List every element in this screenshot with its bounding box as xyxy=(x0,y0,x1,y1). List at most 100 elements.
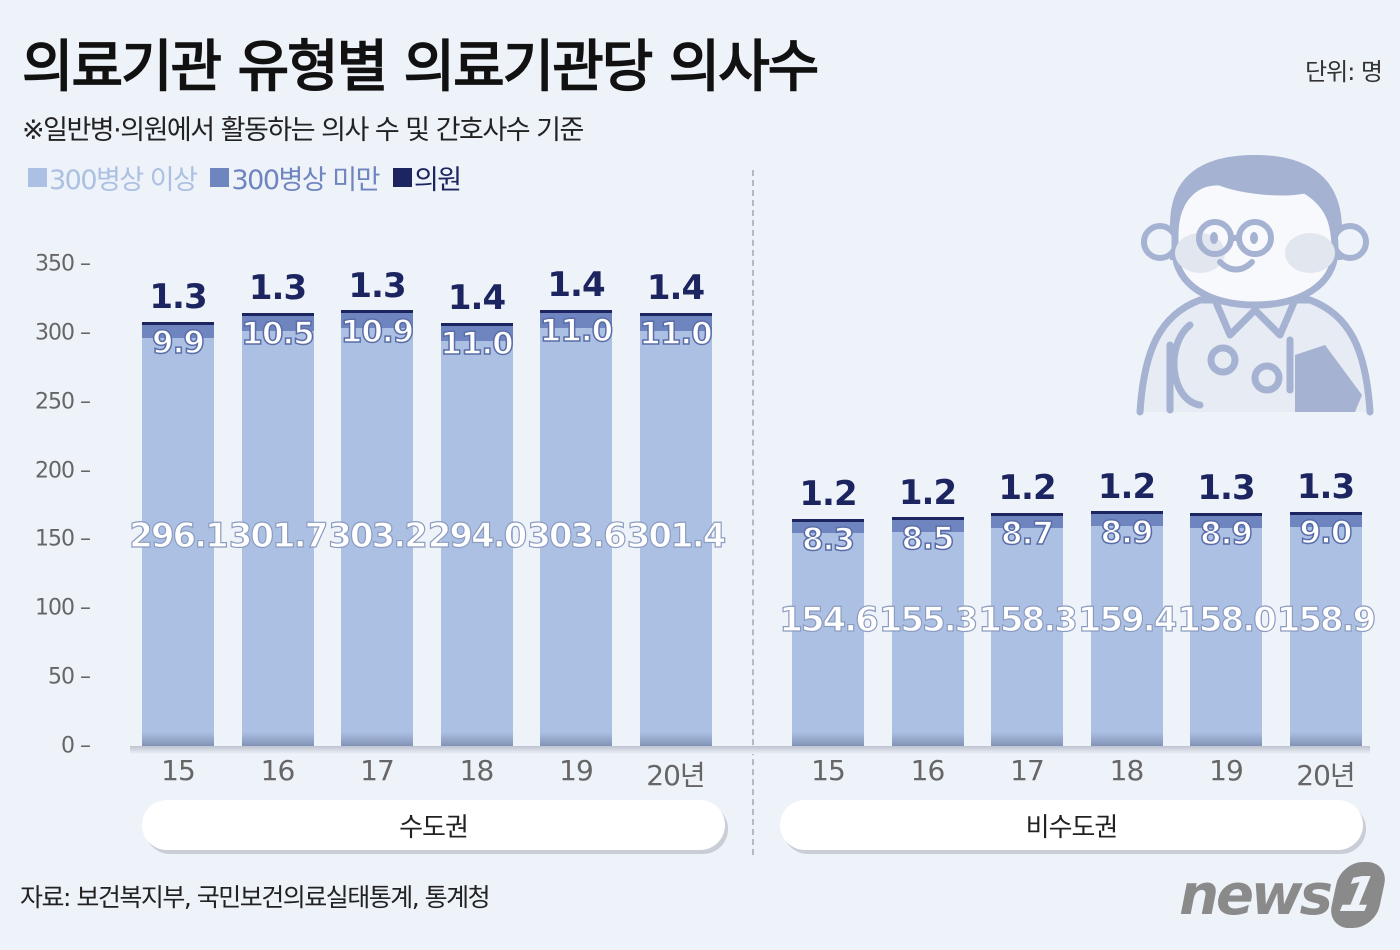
stacked-bar: 1.4 11.0 301.4 xyxy=(626,268,727,746)
bar-segment-300-plus xyxy=(891,532,964,746)
stacked-bar: 1.4 11.0 294.0 xyxy=(427,278,528,746)
bar-segment-clinic xyxy=(440,322,513,326)
stacked-bar: 1.3 10.9 303.2 xyxy=(328,266,428,746)
logo-mark: 1 xyxy=(1326,862,1390,928)
value-label-300-plus: 158.9 xyxy=(1276,599,1377,640)
value-label-300-plus: 301.4 xyxy=(626,515,727,556)
bar-shadow xyxy=(241,731,314,746)
bar-shadow xyxy=(440,731,513,746)
bar-segment-300-minus xyxy=(540,312,612,328)
value-label-300-plus: 303.6 xyxy=(527,515,628,556)
bar-segment-300-minus xyxy=(1190,516,1262,529)
bar-segment-300-minus xyxy=(1289,514,1362,528)
value-label-300-minus: 11.0 xyxy=(440,325,515,363)
bar-segment-300-minus xyxy=(142,324,214,339)
value-label-300-plus: 301.7 xyxy=(228,515,329,556)
x-tick-label: 20년 xyxy=(646,759,705,792)
news1-logo: news 1 xyxy=(1179,862,1390,928)
stacked-bar: 1.3 8.9 158.0 xyxy=(1177,468,1277,746)
y-tick-label: 300 – xyxy=(35,320,91,346)
stacked-bar: 1.3 10.5 301.7 xyxy=(228,268,329,746)
bar-segment-300-plus xyxy=(142,338,214,746)
group-label-capital: 수도권 xyxy=(142,800,725,850)
bar-segment-300-minus xyxy=(341,313,413,329)
value-label-300-minus: 8.5 xyxy=(901,520,955,558)
value-label-300-plus: 154.6 xyxy=(779,599,880,640)
value-label-300-minus: 9.9 xyxy=(151,324,205,362)
unit-label: 단위: 명 xyxy=(1305,58,1383,86)
y-tick-label: 50 – xyxy=(48,664,91,690)
stacked-bar: 1.2 8.3 154.6 xyxy=(779,474,879,746)
bar-segment-300-plus xyxy=(1289,527,1362,746)
bar-segment-300-minus xyxy=(241,316,314,331)
group-divider xyxy=(752,170,754,855)
bar-segment-300-minus xyxy=(891,520,964,533)
chart-title: 의료기관 유형별 의료기관당 의사수 xyxy=(22,35,819,100)
x-tick-label: 16 xyxy=(260,754,296,787)
doctor-icon xyxy=(1136,155,1374,416)
x-axis-baseline xyxy=(130,746,1370,754)
legend-swatch xyxy=(28,168,47,187)
bar-segment-clinic xyxy=(1090,511,1163,515)
bar-shadow xyxy=(991,731,1063,746)
bar-segment-300-plus xyxy=(991,527,1063,746)
y-tick-label: 250 – xyxy=(35,389,91,415)
value-label-300-minus: 8.7 xyxy=(1000,516,1054,554)
value-label-300-minus: 8.9 xyxy=(1199,516,1253,554)
value-label-clinic: 1.3 xyxy=(348,265,406,306)
bar-shadow xyxy=(1190,731,1262,746)
bar-segment-clinic xyxy=(991,513,1063,517)
bar-segment-300-minus xyxy=(440,325,513,342)
value-label-clinic: 1.3 xyxy=(1296,466,1355,507)
bar-segment-clinic xyxy=(639,312,712,316)
bar-segment-300-plus xyxy=(341,328,413,746)
bar-segment-300-plus xyxy=(1190,528,1262,746)
x-tick-label: 18 xyxy=(459,754,495,787)
y-tick-label: 150 – xyxy=(35,526,91,552)
bar-shadow xyxy=(341,731,413,746)
value-label-300-plus: 296.1 xyxy=(129,515,230,556)
logo-text: news xyxy=(1179,862,1333,928)
value-label-clinic: 1.4 xyxy=(547,264,605,305)
bar-shadow xyxy=(1289,731,1362,746)
value-label-300-minus: 9.0 xyxy=(1299,514,1353,552)
legend: 300병상 이상 300병상 미만 의원 xyxy=(28,158,462,197)
value-label-300-minus: 10.9 xyxy=(340,313,415,351)
bar-segment-clinic xyxy=(540,309,612,313)
value-label-clinic: 1.2 xyxy=(799,474,857,514)
legend-swatch xyxy=(392,168,412,187)
stacked-bar: 1.2 8.7 158.3 xyxy=(978,468,1078,746)
group-label-non-capital: 비수도권 xyxy=(780,800,1363,850)
value-label-clinic: 1.2 xyxy=(998,468,1056,509)
bar-segment-300-minus xyxy=(1090,514,1163,527)
value-label-300-plus: 159.4 xyxy=(1077,599,1178,640)
x-tick-label: 17 xyxy=(360,754,395,787)
bar-shadow xyxy=(792,731,864,746)
value-label-300-minus: 8.9 xyxy=(1100,514,1154,552)
value-label-300-plus: 155.3 xyxy=(878,599,979,640)
chart-subtitle: ※일반병·의원에서 활동하는 의사 수 및 간호사수 기준 xyxy=(22,115,584,146)
value-label-clinic: 1.2 xyxy=(1097,466,1156,507)
bar-segment-300-minus xyxy=(991,516,1063,528)
bar-segment-300-plus xyxy=(792,533,864,746)
legend-item-clinic: 의원 xyxy=(392,158,462,197)
bar-segment-clinic xyxy=(1190,513,1262,517)
group-label-text: 비수도권 xyxy=(1025,812,1119,843)
x-tick-label: 16 xyxy=(910,754,946,787)
bar-shadow xyxy=(540,731,612,746)
value-label-300-minus: 11.0 xyxy=(639,315,714,353)
bar-segment-300-plus xyxy=(241,330,314,746)
x-tick-label: 18 xyxy=(1109,754,1145,787)
value-label-300-plus: 158.3 xyxy=(978,599,1079,640)
bar-shadow xyxy=(142,731,214,746)
legend-label: 300병상 이상 xyxy=(49,165,198,196)
y-tick-label: 100 – xyxy=(35,595,91,621)
bar-segment-clinic xyxy=(1289,511,1362,515)
bar-segment-clinic xyxy=(891,517,964,521)
bar-segment-clinic xyxy=(142,321,214,325)
bar-shadow xyxy=(891,731,964,746)
legend-label: 의원 xyxy=(413,165,462,196)
y-tick-label: 0 – xyxy=(61,733,91,759)
x-tick-label: 17 xyxy=(1010,754,1045,787)
bar-shadow xyxy=(1090,731,1163,746)
